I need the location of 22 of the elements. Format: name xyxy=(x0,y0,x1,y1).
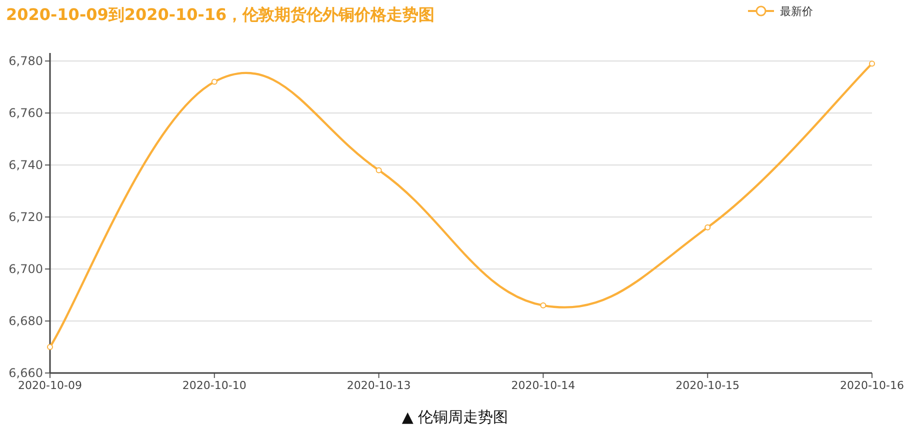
x-tick-label: 2020-10-14 xyxy=(511,379,576,392)
text: ▲ 伦铜周走势图 xyxy=(402,408,508,426)
y-tick-label: 6,660 xyxy=(8,366,43,380)
y-tick-label: 6,760 xyxy=(8,106,43,120)
x-tick-label: 2020-10-10 xyxy=(182,379,246,392)
point xyxy=(540,302,546,308)
x-tick-label: 2020-10-16 xyxy=(840,379,904,392)
point xyxy=(704,224,711,230)
y-tick-label: 6,740 xyxy=(8,158,43,172)
point xyxy=(211,78,218,85)
y-tick-label: 6,780 xyxy=(8,54,43,68)
x-tick-label: 2020-10-09 xyxy=(18,379,82,392)
point xyxy=(869,60,875,67)
y-tick-label: 6,700 xyxy=(8,262,43,276)
point xyxy=(47,344,53,350)
chart-title: 2020-10-09到2020-10-16，伦敦期货伦外铜价格走势图 xyxy=(6,5,435,24)
y-tick-label: 6,720 xyxy=(8,210,43,224)
y-tick-label: 6,680 xyxy=(8,314,43,328)
x-tick-label: 2020-10-15 xyxy=(676,379,740,392)
x-tick-label: 2020-10-13 xyxy=(346,379,411,392)
legend-label: 最新价 xyxy=(780,5,813,18)
point xyxy=(376,167,382,174)
